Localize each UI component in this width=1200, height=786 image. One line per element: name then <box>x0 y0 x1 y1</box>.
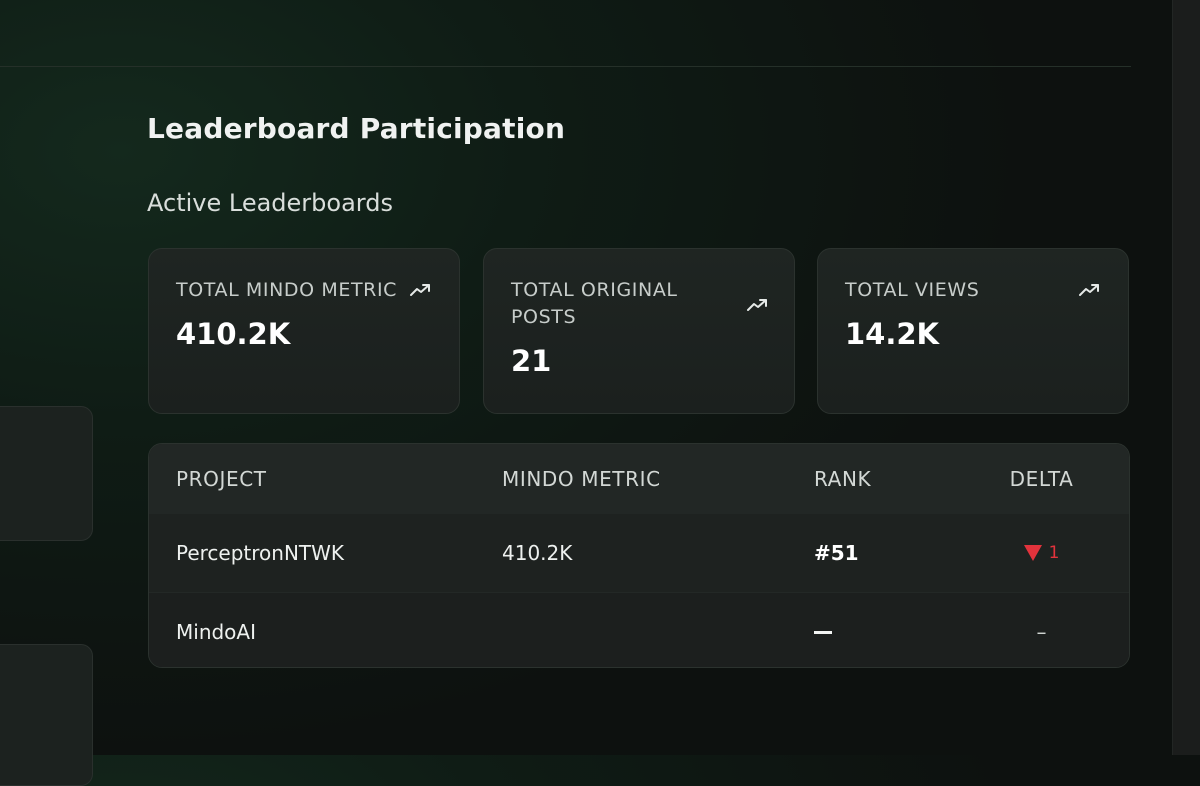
stat-label: TOTAL ORIGINAL POSTS <box>511 279 678 328</box>
trend-up-icon <box>410 284 430 296</box>
delta-number: 1 <box>1048 543 1060 563</box>
stat-card-total-original-posts: TOTAL ORIGINAL POSTS 21 <box>483 248 795 414</box>
table-header: PROJECT MINDO METRIC RANK DELTA <box>149 444 1129 514</box>
table-row[interactable]: PerceptronNTWK 410.2K #51 1 <box>149 514 1129 592</box>
section-title: Active Leaderboards <box>147 189 393 217</box>
stat-label: TOTAL VIEWS <box>845 279 980 301</box>
rank-dash <box>814 630 832 634</box>
delta-value: 1 <box>989 514 1094 592</box>
delta-value: – <box>1036 620 1047 644</box>
stat-value: 14.2K <box>845 317 940 351</box>
leaderboard-table: PROJECT MINDO METRIC RANK DELTA Perceptr… <box>148 443 1130 668</box>
header-divider <box>0 66 1131 67</box>
trend-up-icon <box>1079 284 1099 296</box>
left-side-panel <box>0 644 93 786</box>
stat-card-total-views: TOTAL VIEWS 14.2K <box>817 248 1129 414</box>
stat-value: 21 <box>511 344 552 378</box>
page-title: Leaderboard Participation <box>147 112 566 145</box>
stat-label: TOTAL MINDO METRIC <box>176 279 398 301</box>
column-header-mindo-metric[interactable]: MINDO METRIC <box>502 467 661 491</box>
triangle-down-icon <box>1023 545 1042 561</box>
project-name: MindoAI <box>176 620 256 644</box>
left-side-panel <box>0 406 93 541</box>
stat-value: 410.2K <box>176 317 291 351</box>
trend-up-icon <box>747 299 767 311</box>
column-header-delta[interactable]: DELTA <box>1009 467 1074 491</box>
rank-value: #51 <box>814 541 859 565</box>
column-header-rank[interactable]: RANK <box>814 467 872 491</box>
mindo-metric-value: 410.2K <box>502 541 573 565</box>
right-scroll-strip <box>1172 0 1200 755</box>
column-header-project[interactable]: PROJECT <box>176 467 267 491</box>
table-row[interactable]: MindoAI — – <box>149 592 1129 667</box>
stat-card-total-mindo-metric: TOTAL MINDO METRIC 410.2K <box>148 248 460 414</box>
rank-value: — <box>814 593 832 667</box>
project-name: PerceptronNTWK <box>176 541 345 565</box>
